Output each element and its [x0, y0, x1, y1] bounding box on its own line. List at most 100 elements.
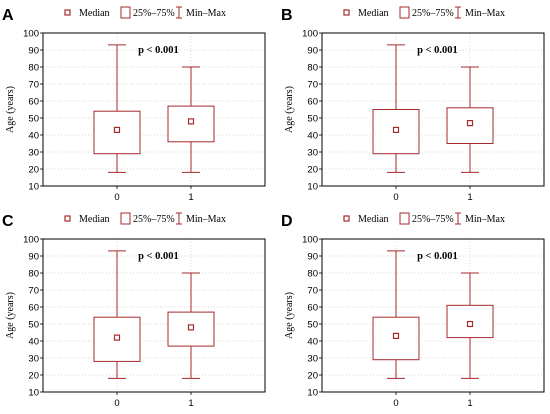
box-0	[93, 44, 141, 173]
x-tick-label: 0	[114, 398, 119, 409]
chart-panel-b: B Median 25%–75% Min–Max1020304050607080901…	[281, 6, 545, 203]
y-tick-label: 30	[307, 147, 318, 158]
chart-panel-a: A Median 25%–75% Min–Max1020304050607080901…	[2, 6, 266, 203]
legend: Median 25%–75% Min–Max	[343, 212, 505, 225]
legend-range-label: Min–Max	[465, 214, 505, 225]
box-1	[446, 272, 494, 379]
box-1	[167, 272, 215, 379]
median-marker	[392, 332, 400, 340]
y-tick-label: 100	[302, 234, 318, 245]
y-tick-label: 10	[28, 387, 39, 398]
iqr-box	[372, 109, 420, 155]
y-tick-label: 100	[302, 28, 318, 39]
box-1	[167, 66, 215, 173]
legend-range-label: Min–Max	[186, 8, 226, 19]
y-tick-label: 20	[307, 164, 318, 175]
legend-median-marker	[343, 9, 350, 16]
y-tick-label: 70	[307, 79, 318, 90]
y-tick-label: 20	[28, 164, 39, 175]
y-tick-label: 50	[28, 319, 39, 330]
y-axis-label: Age (years)	[284, 292, 295, 339]
median-marker	[113, 126, 121, 134]
y-tick-label: 80	[28, 268, 39, 279]
box-0	[372, 250, 420, 379]
plot-frame	[42, 238, 266, 393]
x-tick-label: 1	[467, 398, 472, 409]
y-tick-label: 10	[307, 181, 318, 192]
panel-letter: C	[2, 213, 14, 230]
iqr-box	[93, 316, 141, 362]
panel-letter: A	[2, 7, 14, 24]
legend-iqr-marker	[120, 212, 131, 225]
y-tick-label: 80	[307, 268, 318, 279]
y-tick-label: 60	[307, 96, 318, 107]
legend: Median 25%–75% Min–Max	[343, 6, 505, 19]
median-marker	[392, 126, 400, 134]
y-tick-label: 90	[307, 251, 318, 262]
box-0	[372, 44, 420, 173]
legend-median-label: Median	[358, 8, 389, 19]
x-tick-label: 0	[393, 192, 398, 203]
y-tick-label: 90	[28, 251, 39, 262]
x-tick-label: 1	[188, 192, 193, 203]
panel-letter: D	[281, 213, 293, 230]
legend-median-marker	[64, 215, 71, 222]
x-tick-label: 0	[114, 192, 119, 203]
y-tick-label: 40	[307, 336, 318, 347]
p-value-annotation: p < 0.001	[417, 45, 458, 56]
y-tick-label: 10	[28, 181, 39, 192]
y-tick-label: 80	[28, 62, 39, 73]
legend-iqr-marker	[120, 6, 131, 19]
legend-median-label: Median	[79, 8, 110, 19]
y-tick-label: 20	[28, 370, 39, 381]
plot-frame	[42, 32, 266, 187]
y-tick-label: 90	[307, 45, 318, 56]
y-tick-label: 70	[28, 285, 39, 296]
legend: Median 25%–75% Min–Max	[64, 6, 226, 19]
chart-panel-c: C Median 25%–75% Min–Max1020304050607080901…	[2, 212, 266, 409]
legend-range-label: Min–Max	[186, 214, 226, 225]
median-marker	[466, 320, 474, 328]
y-tick-label: 40	[28, 336, 39, 347]
y-tick-label: 100	[23, 234, 39, 245]
median-marker	[187, 118, 195, 125]
y-tick-label: 10	[307, 387, 318, 398]
box-0	[93, 250, 141, 379]
legend-iqr-label: 25%–75%	[412, 8, 454, 19]
y-tick-label: 60	[28, 302, 39, 313]
median-marker	[187, 324, 195, 331]
x-tick-label: 1	[467, 192, 472, 203]
legend-median-marker	[64, 9, 71, 16]
y-tick-label: 40	[307, 130, 318, 141]
legend: Median 25%–75% Min–Max	[64, 212, 226, 225]
y-axis-label: Age (years)	[5, 86, 16, 133]
y-tick-label: 60	[28, 96, 39, 107]
legend-median-label: Median	[358, 214, 389, 225]
y-tick-label: 50	[307, 319, 318, 330]
legend-median-label: Median	[79, 214, 110, 225]
legend-iqr-label: 25%–75%	[412, 214, 454, 225]
plot-frame	[321, 238, 545, 393]
legend-iqr-label: 25%–75%	[133, 214, 175, 225]
y-tick-label: 100	[23, 28, 39, 39]
chart-panel-d: D Median 25%–75% Min–Max1020304050607080901…	[281, 212, 545, 409]
legend-range-label: Min–Max	[465, 8, 505, 19]
y-tick-label: 50	[28, 113, 39, 124]
panel-letter: B	[281, 7, 293, 24]
y-tick-label: 20	[307, 370, 318, 381]
box-1	[446, 66, 494, 173]
y-axis-label: Age (years)	[284, 86, 295, 133]
legend-iqr-marker	[399, 6, 410, 19]
p-value-annotation: p < 0.001	[138, 251, 179, 262]
y-tick-label: 60	[307, 302, 318, 313]
iqr-box	[167, 311, 215, 347]
legend-iqr-marker	[399, 212, 410, 225]
y-tick-label: 70	[28, 79, 39, 90]
y-tick-label: 30	[307, 353, 318, 364]
x-tick-label: 0	[393, 398, 398, 409]
plot-frame	[321, 32, 545, 187]
y-tick-label: 40	[28, 130, 39, 141]
median-marker	[466, 119, 474, 127]
legend-iqr-label: 25%–75%	[133, 8, 175, 19]
